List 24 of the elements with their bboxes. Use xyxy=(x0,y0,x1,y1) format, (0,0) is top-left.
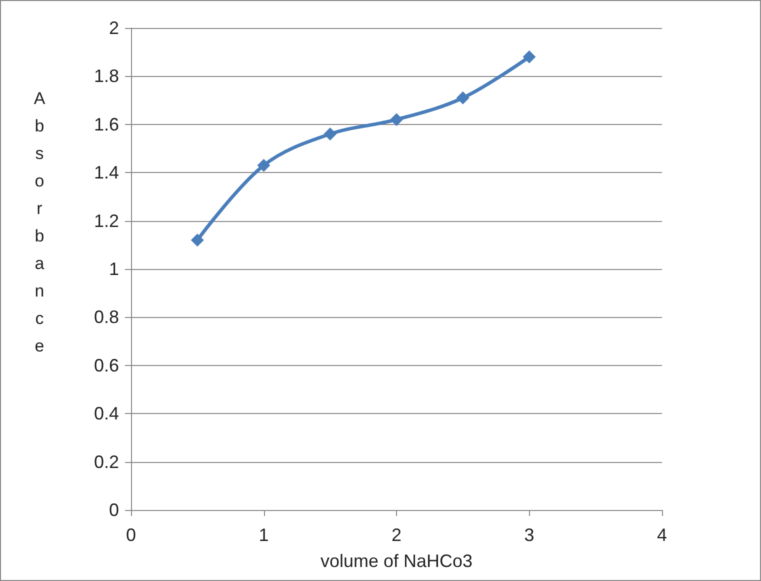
point xyxy=(257,158,270,172)
y-tick-label: 1.8 xyxy=(94,66,119,86)
y-axis-title: Absorbance xyxy=(29,89,49,364)
y-tick-label: 0.6 xyxy=(94,355,119,376)
y-tick-label: 0 xyxy=(108,500,119,520)
y-tick-label: 1.2 xyxy=(94,210,119,231)
x-tick-label: 2 xyxy=(391,525,402,545)
y-tick-label: 0.8 xyxy=(94,307,119,328)
y-tick-label: 1.6 xyxy=(94,114,119,134)
x-tick-label: 3 xyxy=(524,525,534,545)
y-tick-label: 0.2 xyxy=(94,452,119,472)
point xyxy=(456,91,470,104)
x-tick-label: 4 xyxy=(656,525,668,545)
point xyxy=(390,113,403,126)
x-tick-label: 0 xyxy=(126,525,136,545)
point xyxy=(522,50,536,64)
y-tick-label: 1 xyxy=(108,259,119,279)
x-tick-label: 1 xyxy=(258,525,269,545)
point xyxy=(324,128,337,141)
y-tick-label: 2 xyxy=(108,18,119,38)
point xyxy=(190,234,204,247)
y-tick-label: 0.4 xyxy=(94,404,119,424)
y-tick-label: 1.4 xyxy=(94,162,119,183)
x-axis-title: volume of NaHCo3 xyxy=(320,551,473,571)
